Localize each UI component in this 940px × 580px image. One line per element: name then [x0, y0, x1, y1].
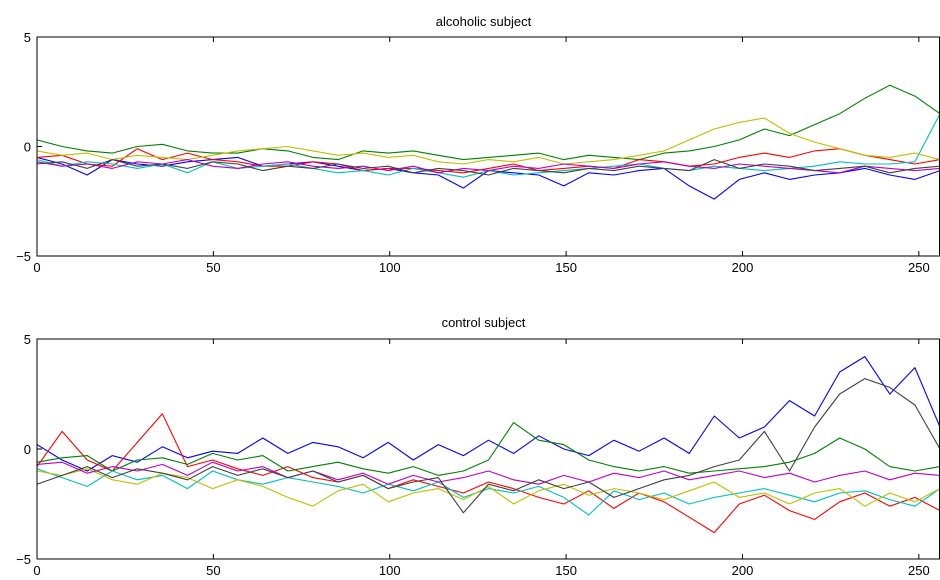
- x-tick-label: 100: [379, 260, 401, 275]
- x-tick-label: 200: [732, 563, 754, 575]
- x-tick-label: 150: [555, 563, 577, 575]
- series-group: [37, 356, 940, 534]
- series-line-6: [37, 159, 940, 174]
- series-line-4: [37, 468, 940, 516]
- series-group: [37, 84, 940, 200]
- x-tick-label: 0: [33, 563, 40, 575]
- chart-title: alcoholic subject: [436, 14, 532, 29]
- y-tick-label: 0: [24, 442, 31, 457]
- series-line-2: [37, 413, 940, 534]
- series-line-7: [37, 159, 940, 176]
- series-line-1: [37, 156, 940, 200]
- series-line-5: [37, 468, 940, 507]
- x-tick-label: 0: [33, 260, 40, 275]
- y-tick-label: 5: [24, 30, 31, 45]
- x-tick-label: 200: [732, 260, 754, 275]
- x-tick-label: 250: [908, 563, 930, 575]
- series-line-1: [37, 356, 940, 472]
- y-tick-label: −5: [16, 552, 31, 567]
- series-line-6: [37, 461, 940, 485]
- x-tick-label: 100: [379, 563, 401, 575]
- chart-title: control subject: [442, 315, 526, 330]
- x-tick-label: 50: [206, 260, 220, 275]
- x-tick-label: 150: [555, 260, 577, 275]
- series-line-3: [37, 148, 940, 174]
- y-tick-label: 0: [24, 140, 31, 155]
- axes-frame: [36, 338, 940, 560]
- y-tick-label: 5: [24, 332, 31, 347]
- x-tick-label: 250: [908, 260, 930, 275]
- series-line-7: [37, 378, 940, 514]
- x-tick-label: 50: [206, 563, 220, 575]
- series-line-3: [37, 422, 940, 476]
- series-line-2: [37, 84, 940, 161]
- y-tick-label: −5: [16, 249, 31, 264]
- series-line-4: [37, 113, 940, 178]
